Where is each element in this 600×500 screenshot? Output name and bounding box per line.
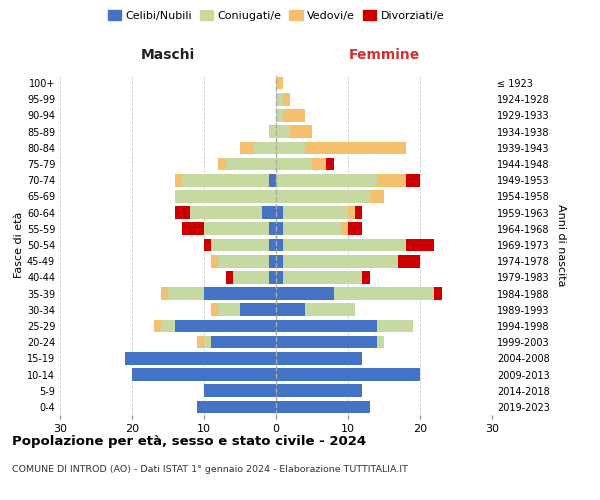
Bar (197, 400, 276, 413)
Bar (283, 255, 398, 268)
Bar (406, 174, 420, 186)
Bar (175, 174, 182, 186)
Bar (276, 320, 377, 332)
Bar (276, 206, 283, 219)
Bar (276, 77, 283, 90)
Bar (204, 238, 211, 252)
Bar (269, 174, 276, 186)
Bar (398, 255, 420, 268)
Bar (326, 158, 334, 170)
Y-axis label: Fasce di età: Fasce di età (14, 212, 24, 278)
Bar (269, 222, 276, 235)
Bar (276, 384, 362, 397)
Bar (370, 190, 384, 202)
Bar (434, 288, 442, 300)
Bar (276, 336, 377, 348)
Bar (254, 142, 276, 154)
Bar (305, 142, 406, 154)
Bar (240, 142, 254, 154)
Bar (211, 255, 218, 268)
Bar (269, 255, 276, 268)
Bar (211, 336, 276, 348)
Bar (276, 93, 283, 106)
Text: COMUNE DI INTROD (AO) - Dati ISTAT 1° gennaio 2024 - Elaborazione TUTTITALIA.IT: COMUNE DI INTROD (AO) - Dati ISTAT 1° ge… (12, 465, 408, 474)
Bar (276, 222, 283, 235)
Bar (182, 174, 269, 186)
Bar (276, 238, 283, 252)
Bar (262, 206, 276, 219)
Bar (377, 336, 384, 348)
Bar (182, 222, 204, 235)
Bar (204, 222, 269, 235)
Bar (283, 222, 341, 235)
Bar (240, 304, 276, 316)
Bar (334, 288, 434, 300)
Bar (161, 288, 168, 300)
Bar (276, 400, 370, 413)
Bar (362, 271, 370, 283)
Bar (283, 206, 348, 219)
Bar (377, 174, 406, 186)
Bar (290, 126, 312, 138)
Bar (276, 368, 420, 381)
Bar (283, 109, 305, 122)
Bar (276, 158, 312, 170)
Bar (355, 206, 362, 219)
Bar (190, 206, 262, 219)
Bar (218, 304, 240, 316)
Bar (226, 158, 276, 170)
Bar (276, 271, 283, 283)
Bar (276, 126, 290, 138)
Bar (276, 288, 334, 300)
Bar (154, 320, 161, 332)
Bar (175, 206, 190, 219)
Bar (226, 271, 233, 283)
Bar (305, 304, 355, 316)
Bar (276, 142, 305, 154)
Legend: Celibi/Nubili, Coniugati/e, Vedovi/e, Divorziati/e: Celibi/Nubili, Coniugati/e, Vedovi/e, Di… (103, 6, 449, 25)
Bar (269, 238, 276, 252)
Bar (348, 206, 355, 219)
Bar (312, 158, 326, 170)
Bar (276, 109, 283, 122)
Bar (197, 336, 204, 348)
Bar (218, 255, 269, 268)
Bar (283, 93, 290, 106)
Y-axis label: Anni di nascita: Anni di nascita (556, 204, 566, 286)
Bar (276, 174, 377, 186)
Text: Maschi: Maschi (141, 48, 195, 62)
Bar (276, 304, 305, 316)
Bar (204, 336, 211, 348)
Bar (211, 304, 218, 316)
Bar (341, 222, 348, 235)
Bar (276, 255, 283, 268)
Bar (125, 352, 276, 364)
Bar (211, 238, 269, 252)
Text: Popolazione per età, sesso e stato civile - 2024: Popolazione per età, sesso e stato civil… (12, 435, 366, 448)
Bar (161, 320, 175, 332)
Bar (204, 288, 276, 300)
Bar (168, 288, 204, 300)
Bar (175, 190, 276, 202)
Bar (233, 271, 269, 283)
Bar (406, 238, 434, 252)
Bar (175, 320, 276, 332)
Bar (377, 320, 413, 332)
Bar (283, 238, 406, 252)
Bar (283, 271, 362, 283)
Bar (204, 384, 276, 397)
Bar (218, 158, 226, 170)
Bar (132, 368, 276, 381)
Text: Femmine: Femmine (349, 48, 419, 62)
Bar (269, 126, 276, 138)
Bar (276, 352, 362, 364)
Bar (276, 190, 370, 202)
Bar (348, 222, 362, 235)
Bar (269, 271, 276, 283)
